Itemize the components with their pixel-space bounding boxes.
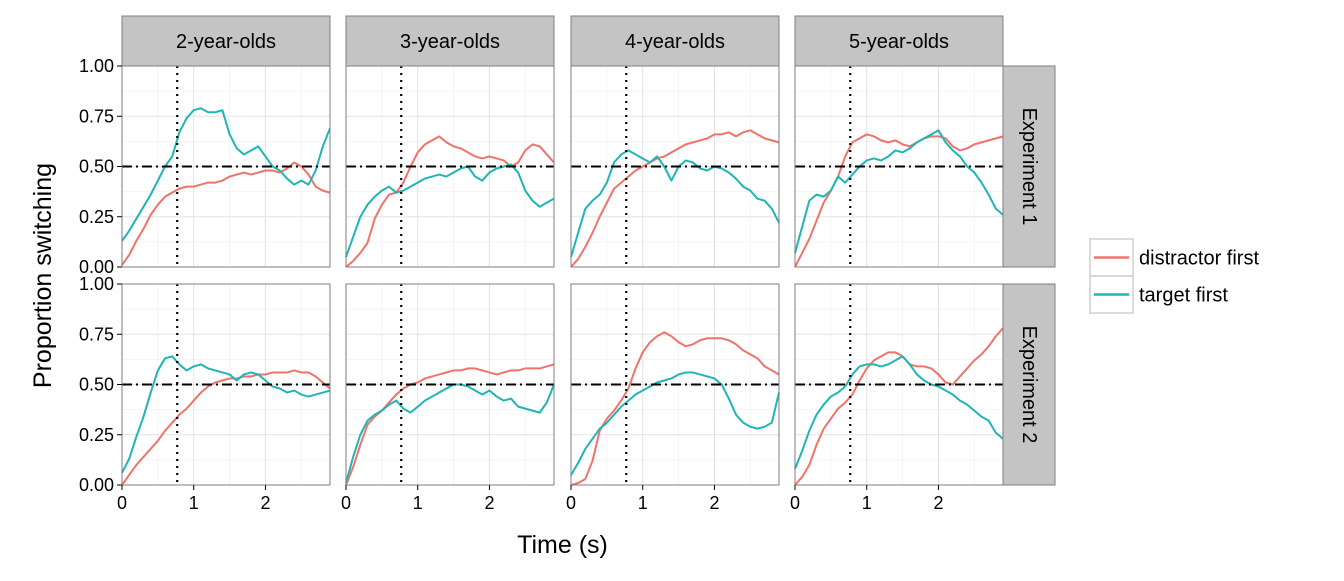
panel-border (345, 283, 555, 486)
series-line-target-first (345, 163, 555, 258)
x-tick-label: 1 (862, 493, 872, 513)
series-line-distractor-first (570, 129, 780, 268)
y-tick-label: 1.00 (79, 274, 114, 294)
y-tick-label: 1.00 (79, 56, 114, 76)
y-axis-title: Proportion switching (29, 163, 57, 388)
x-axis-title: Time (s) (517, 531, 608, 559)
panel-experiment-1-2-year-olds (121, 65, 331, 268)
panel-experiment-1-4-year-olds (570, 65, 780, 268)
x-axis-2-year-olds: 0 1 2 (117, 485, 270, 513)
legend-item-target-first: target first (1089, 275, 1228, 314)
y-tick-label: 0.00 (79, 257, 114, 277)
series-line-distractor-first (121, 161, 331, 266)
legend-label: distractor first (1139, 248, 1259, 270)
x-tick-label: 0 (566, 493, 576, 513)
x-tick-label: 0 (341, 493, 351, 513)
series-line-target-first (121, 355, 331, 474)
y-axis-experiment-1: 0.00 0.25 0.50 0.75 1.00 (79, 56, 122, 277)
panel-experiment-2-2-year-olds (121, 283, 331, 486)
panel-experiment-1-3-year-olds (345, 65, 555, 268)
strip-background (1002, 65, 1056, 268)
x-axis-5-year-olds: 0 1 2 (790, 485, 943, 513)
strip-label: 4-year-olds (625, 31, 725, 53)
strip-experiment-2: Experiment 2 (1002, 283, 1056, 486)
y-tick-label: 0.75 (79, 106, 114, 126)
x-tick-label: 2 (709, 493, 719, 513)
strip-background (345, 15, 555, 67)
legend-item-distractor-first: distractor first (1089, 238, 1259, 277)
series-line-target-first (794, 129, 1004, 254)
series-line-target-first (570, 149, 780, 258)
x-tick-label: 1 (638, 493, 648, 513)
series-line-distractor-first (121, 369, 331, 486)
strip-label: 2-year-olds (176, 31, 276, 53)
series-line-target-first (794, 355, 1004, 470)
strip-background (794, 15, 1004, 67)
panel-experiment-2-3-year-olds (345, 283, 555, 486)
strip-background (1002, 283, 1056, 486)
y-tick-label: 0.25 (79, 425, 114, 445)
series-line-distractor-first (570, 331, 780, 486)
strip-label: 3-year-olds (400, 31, 500, 53)
strip-4-year-olds: 4-year-olds (570, 15, 780, 67)
x-tick-label: 0 (117, 493, 127, 513)
panel-border (794, 65, 1004, 268)
series-line-distractor-first (345, 135, 555, 268)
panel-experiment-2-5-year-olds (794, 283, 1004, 486)
strip-background (121, 15, 331, 67)
legend: distractor first target first (1089, 238, 1259, 314)
y-tick-label: 0.75 (79, 324, 114, 344)
x-tick-label: 2 (484, 493, 494, 513)
strip-3-year-olds: 3-year-olds (345, 15, 555, 67)
strip-label: Experiment 2 (1018, 326, 1040, 444)
x-tick-label: 2 (933, 493, 943, 513)
y-tick-label: 0.50 (79, 157, 114, 177)
strip-label: 5-year-olds (849, 31, 949, 53)
panel-experiment-1-5-year-olds (794, 65, 1004, 268)
x-tick-label: 0 (790, 493, 800, 513)
x-tick-label: 2 (260, 493, 270, 513)
y-tick-label: 0.50 (79, 375, 114, 395)
strip-label: Experiment 1 (1018, 108, 1040, 226)
x-tick-label: 1 (413, 493, 423, 513)
series-line-target-first (570, 371, 780, 476)
series-line-target-first (345, 383, 555, 484)
series-line-target-first (121, 107, 331, 242)
strip-experiment-1: Experiment 1 (1002, 65, 1056, 268)
strip-5-year-olds: 5-year-olds (794, 15, 1004, 67)
panel-border (570, 65, 780, 268)
y-axis-experiment-2: 0.00 0.25 0.50 0.75 1.00 (79, 274, 122, 495)
panel-border (345, 65, 555, 268)
y-tick-label: 0.25 (79, 207, 114, 227)
x-axis-4-year-olds: 0 1 2 (566, 485, 719, 513)
x-axis-3-year-olds: 0 1 2 (341, 485, 494, 513)
series-line-distractor-first (794, 327, 1004, 486)
panel-border (570, 283, 780, 486)
x-tick-label: 1 (189, 493, 199, 513)
strip-2-year-olds: 2-year-olds (121, 15, 331, 67)
legend-label: target first (1139, 285, 1228, 307)
y-tick-label: 0.00 (79, 475, 114, 495)
panel-border (794, 283, 1004, 486)
panel-experiment-2-4-year-olds (570, 283, 780, 486)
strip-background (570, 15, 780, 67)
